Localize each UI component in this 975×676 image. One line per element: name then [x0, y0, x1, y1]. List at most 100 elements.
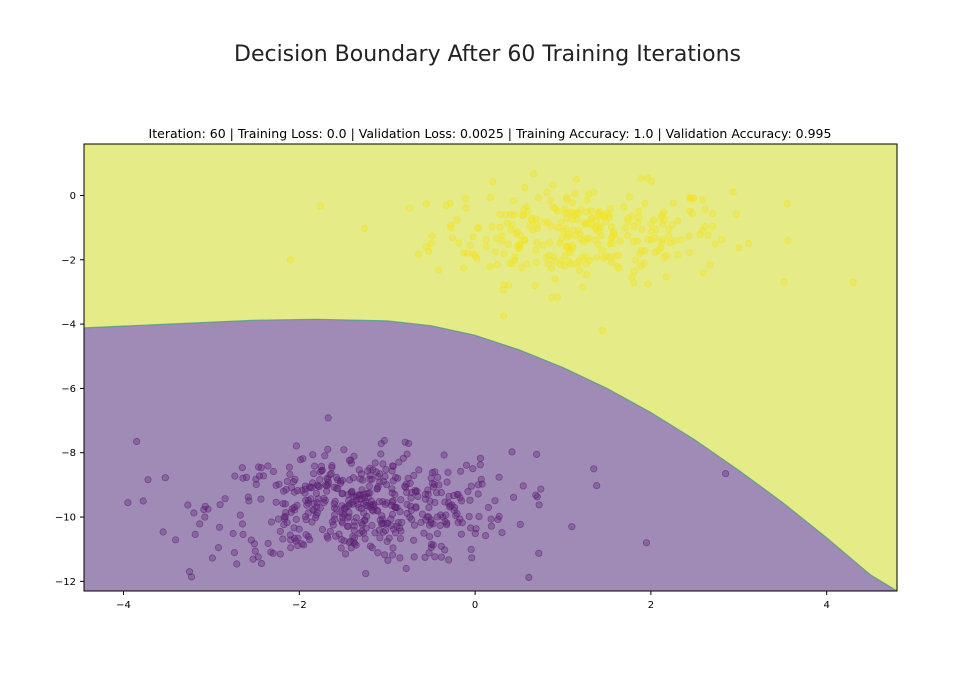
data-point-class-1 [638, 226, 646, 234]
data-point-class-1 [668, 221, 677, 229]
data-point-class-0 [366, 542, 374, 550]
data-point-class-0 [380, 551, 389, 559]
data-point-class-0 [191, 530, 199, 539]
data-point-class-1 [499, 286, 507, 294]
data-point-class-1 [507, 226, 515, 234]
data-point-class-1 [780, 278, 788, 286]
data-point-class-1 [583, 235, 592, 243]
data-point-class-1 [548, 293, 556, 302]
data-point-class-1 [666, 239, 674, 247]
data-point-class-0 [298, 540, 306, 548]
data-point-class-1 [657, 213, 665, 221]
data-point-class-0 [445, 492, 453, 500]
data-point-class-0 [345, 476, 354, 484]
data-point-class-1 [784, 237, 792, 245]
data-point-class-0 [324, 414, 332, 422]
data-point-class-0 [139, 497, 147, 505]
data-point-class-0 [249, 555, 257, 563]
data-point-class-0 [466, 524, 475, 532]
data-point-class-0 [272, 498, 280, 506]
data-point-class-1 [489, 178, 497, 186]
data-point-class-0 [498, 528, 506, 537]
data-point-class-1 [658, 236, 667, 244]
data-point-class-0 [421, 490, 429, 498]
data-point-class-1 [523, 260, 531, 268]
data-point-class-0 [328, 463, 336, 472]
data-point-class-1 [427, 239, 436, 247]
data-point-class-0 [321, 481, 330, 489]
data-point-class-0 [312, 489, 320, 497]
data-point-class-0 [366, 475, 374, 483]
data-point-class-0 [214, 543, 223, 552]
data-point-class-0 [316, 504, 324, 512]
data-point-class-0 [323, 474, 331, 482]
data-point-class-1 [551, 275, 559, 283]
data-point-class-1 [498, 232, 506, 240]
data-point-class-0 [388, 551, 397, 559]
data-point-class-1 [405, 204, 413, 212]
data-point-class-0 [405, 439, 413, 448]
data-point-class-1 [475, 224, 483, 232]
data-point-class-0 [356, 475, 364, 483]
data-point-class-0 [288, 505, 296, 513]
data-point-class-0 [533, 493, 541, 501]
data-point-class-0 [330, 500, 338, 508]
data-point-class-1 [448, 234, 457, 242]
data-point-class-0 [425, 549, 433, 557]
data-point-class-1 [428, 232, 436, 240]
data-point-class-0 [338, 502, 346, 510]
data-point-class-0 [310, 462, 319, 470]
data-point-class-1 [630, 267, 638, 275]
data-point-class-1 [493, 261, 501, 269]
data-point-class-1 [512, 230, 521, 238]
data-point-class-0 [216, 501, 224, 509]
data-point-class-0 [320, 494, 328, 502]
data-point-class-1 [547, 264, 555, 272]
data-point-class-1 [523, 202, 531, 210]
data-point-class-1 [572, 175, 580, 184]
data-point-class-1 [610, 231, 618, 239]
data-point-class-1 [516, 241, 524, 249]
data-point-class-1 [562, 225, 570, 233]
data-point-class-1 [563, 242, 571, 250]
data-point-class-0 [343, 522, 352, 531]
data-point-class-0 [410, 471, 418, 480]
data-point-class-0 [293, 486, 302, 495]
data-point-class-0 [318, 525, 327, 534]
data-point-class-0 [307, 495, 315, 503]
x-tick-label: −4 [116, 600, 131, 611]
data-point-class-0 [487, 522, 495, 530]
data-point-class-0 [535, 501, 543, 509]
data-point-class-0 [384, 556, 392, 564]
data-point-class-1 [469, 250, 477, 258]
data-point-class-0 [436, 521, 444, 530]
y-tick-label: −10 [55, 513, 76, 524]
data-point-class-0 [360, 493, 369, 502]
x-tick-label: −2 [292, 600, 307, 611]
data-point-class-0 [391, 529, 400, 537]
data-point-class-0 [321, 452, 329, 460]
data-point-class-0 [396, 554, 404, 562]
data-point-class-0 [428, 468, 436, 477]
data-point-class-1 [732, 210, 741, 218]
data-point-class-1 [699, 269, 707, 277]
data-point-class-0 [340, 511, 348, 519]
data-point-class-1 [686, 194, 694, 202]
data-point-class-0 [238, 464, 246, 472]
data-point-class-0 [250, 540, 258, 548]
data-point-class-1 [532, 258, 540, 267]
data-point-class-0 [252, 480, 260, 488]
data-point-class-0 [388, 485, 396, 493]
data-point-class-0 [257, 464, 265, 472]
data-point-class-0 [352, 514, 360, 522]
data-point-class-0 [362, 569, 370, 578]
data-point-class-0 [424, 490, 432, 498]
data-point-class-0 [476, 454, 484, 462]
data-point-class-0 [371, 529, 379, 537]
data-point-class-1 [500, 250, 508, 258]
data-point-class-0 [429, 520, 437, 528]
data-point-class-1 [620, 203, 628, 211]
data-point-class-0 [257, 495, 265, 503]
data-point-class-0 [328, 461, 336, 470]
data-point-class-0 [415, 466, 423, 474]
